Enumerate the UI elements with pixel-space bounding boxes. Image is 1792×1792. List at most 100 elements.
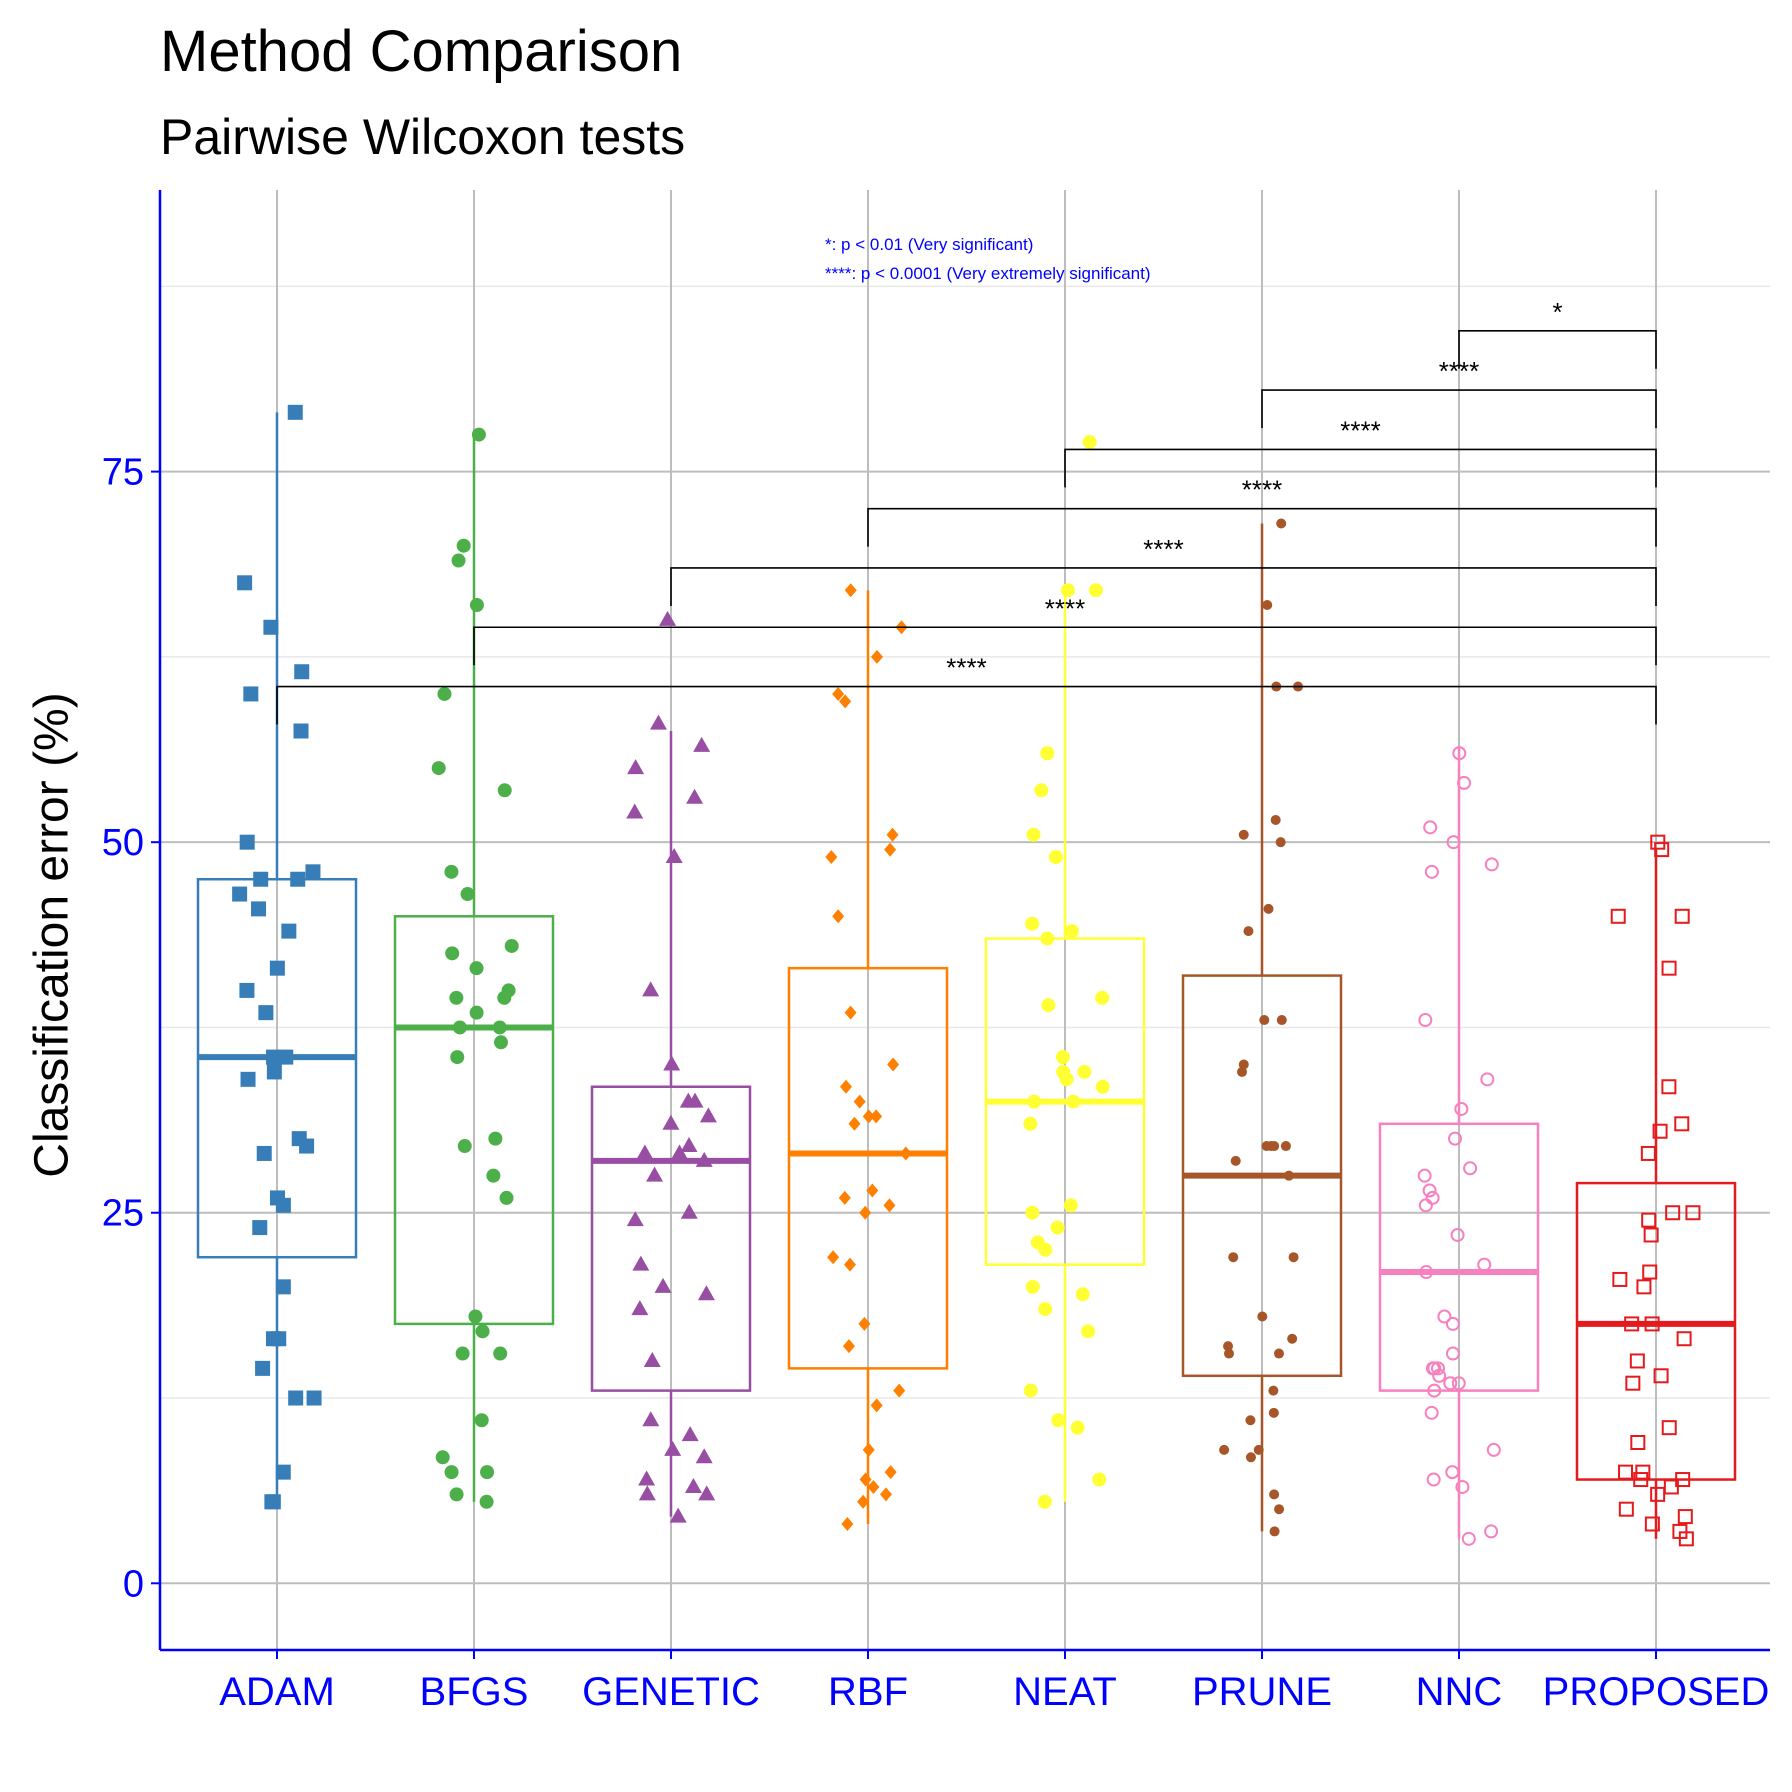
- data-point: [680, 1203, 698, 1219]
- data-point: [275, 1279, 291, 1295]
- data-point: [1642, 1264, 1658, 1280]
- bracket-line: [276, 685, 1657, 725]
- data-point: [631, 1300, 649, 1316]
- data-point: [626, 803, 644, 819]
- data-point: [1424, 1405, 1439, 1420]
- data-point: [848, 1116, 861, 1131]
- data-point: [1025, 1279, 1040, 1294]
- data-point: [449, 990, 464, 1005]
- data-point: [1427, 1383, 1442, 1398]
- data-point: [287, 404, 303, 420]
- data-point: [486, 1168, 501, 1183]
- bracket-label: ****: [1045, 593, 1085, 623]
- data-point: [1287, 1333, 1298, 1344]
- data-point: [1654, 842, 1670, 858]
- data-point: [1480, 1072, 1495, 1087]
- data-point: [1418, 1013, 1433, 1028]
- data-point: [1612, 1271, 1628, 1287]
- data-point: [1259, 1015, 1270, 1026]
- data-point: [693, 736, 711, 752]
- data-point: [437, 686, 452, 701]
- data-point: [445, 946, 460, 961]
- data-point: [474, 1413, 489, 1428]
- data-point: [293, 723, 309, 739]
- data-point: [1450, 1227, 1465, 1242]
- data-point: [1023, 1116, 1038, 1131]
- data-point: [1486, 1442, 1501, 1457]
- data-point: [642, 981, 660, 997]
- data-point: [684, 1477, 702, 1493]
- data-point: [1625, 1375, 1641, 1391]
- data-point: [499, 1190, 514, 1205]
- data-point: [449, 1487, 464, 1502]
- data-point: [266, 1064, 282, 1080]
- data-point: [662, 1114, 680, 1130]
- data-point: [1419, 1265, 1434, 1280]
- data-point: [1644, 1516, 1660, 1532]
- data-point: [294, 664, 310, 680]
- significance-notes: *: p < 0.01 (Very significant) ****: p < …: [825, 235, 1151, 283]
- bracket-line: [1261, 389, 1657, 429]
- data-point: [1034, 783, 1049, 798]
- y-tick-label: 75: [102, 452, 144, 494]
- data-point: [1283, 1170, 1294, 1181]
- data-point: [1423, 820, 1438, 835]
- data-point: [266, 1049, 282, 1065]
- data-point: [1640, 1145, 1656, 1161]
- data-point: [460, 887, 475, 902]
- data-point: [1063, 1198, 1078, 1213]
- data-point: [479, 1494, 494, 1509]
- data-point: [1274, 1504, 1285, 1515]
- data-point: [698, 1485, 716, 1501]
- data-point: [1223, 1341, 1234, 1352]
- data-point: [870, 649, 883, 664]
- data-point: [444, 1465, 459, 1480]
- data-point: [469, 961, 484, 976]
- data-point: [1245, 1452, 1256, 1463]
- data-point: [1270, 814, 1281, 825]
- significance-brackets: *************************: [276, 297, 1657, 725]
- data-point: [488, 1131, 503, 1146]
- data-point: [1676, 1331, 1692, 1347]
- data-point: [627, 759, 645, 775]
- data-point: [842, 1339, 855, 1354]
- data-point: [1070, 1420, 1085, 1435]
- data-point: [884, 842, 897, 857]
- data-point: [1629, 1353, 1645, 1369]
- data-point: [1237, 1066, 1248, 1077]
- data-point: [1443, 1376, 1458, 1391]
- data-point: [1422, 1183, 1437, 1198]
- data-point: [232, 886, 248, 902]
- bracket-label: *: [1552, 297, 1562, 327]
- data-point: [255, 1360, 271, 1376]
- data-point: [883, 1198, 896, 1213]
- data-point: [469, 598, 484, 613]
- data-point: [858, 1316, 871, 1331]
- data-point: [1624, 1316, 1640, 1332]
- data-point: [697, 1285, 715, 1301]
- data-point: [1023, 1383, 1038, 1398]
- data-point: [1245, 1415, 1256, 1426]
- data-point: [1050, 1220, 1065, 1235]
- x-tick-label: PROPOSED: [1543, 1670, 1770, 1714]
- data-point: [1437, 1309, 1452, 1324]
- x-tick-label: PRUNE: [1192, 1670, 1332, 1714]
- data-point: [636, 1144, 654, 1160]
- data-point: [1066, 1094, 1081, 1109]
- data-point: [1418, 1198, 1433, 1213]
- data-point: [671, 1144, 689, 1160]
- data-point: [278, 1049, 294, 1065]
- data-point: [1661, 1420, 1677, 1436]
- data-point: [1075, 1287, 1090, 1302]
- data-point: [456, 538, 471, 553]
- data-point: [493, 1346, 508, 1361]
- significance-bracket: ****: [867, 475, 1657, 547]
- data-point: [1238, 829, 1249, 840]
- data-point: [1230, 1155, 1241, 1166]
- data-point: [638, 1470, 656, 1486]
- data-point: [493, 1035, 508, 1050]
- data-point: [879, 1487, 892, 1502]
- data-point: [626, 1211, 644, 1227]
- data-point: [1253, 1444, 1264, 1455]
- box-iqr: [1378, 1122, 1540, 1392]
